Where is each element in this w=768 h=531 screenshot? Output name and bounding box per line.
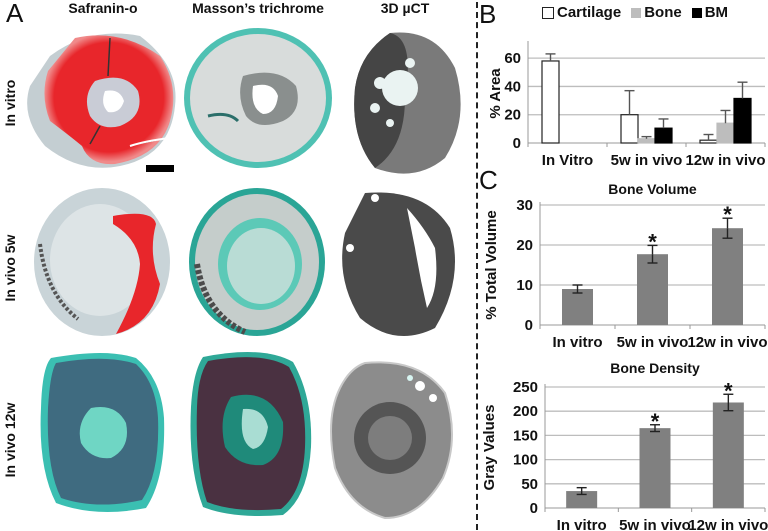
bar — [562, 289, 593, 325]
bar-bm — [654, 127, 673, 144]
significance-marker: * — [723, 202, 732, 227]
x-tick-label: In vitro — [552, 334, 602, 351]
panel-b-letter: B — [479, 0, 497, 29]
panel-divider — [476, 2, 478, 530]
column-title-safranin: Safranin-o — [68, 0, 138, 16]
specimen-in-vitro-safranin — [27, 33, 176, 168]
row-label-in-vivo-5w: In vivo 5w — [2, 234, 18, 302]
scale-bar — [146, 165, 174, 172]
bar — [566, 491, 598, 508]
bar-cartilage — [541, 60, 560, 144]
y-tick-label: 30 — [516, 197, 533, 214]
specimen-in-vivo-5w-microct — [342, 192, 455, 336]
specimen-in-vivo-5w-safranin — [34, 188, 170, 336]
specimen-in-vivo-12w-microct — [330, 361, 453, 520]
specimen-in-vitro-microct — [354, 32, 461, 174]
chart-c-bone-volume: Bone Volume 0 10 20 30 % Total Volume In vitro… — [483, 181, 768, 351]
y-axis-label: % Total Volume — [483, 210, 500, 319]
x-tick-label: 12w in vivo — [687, 334, 767, 351]
legend-swatch-bone — [631, 7, 642, 18]
column-title-masson: Masson’s trichrome — [192, 0, 324, 16]
chart-c-bone-density: Bone Density 0 50 100 150 200 250 Gray Values In… — [481, 360, 768, 531]
y-tick-label: 0 — [525, 317, 533, 334]
specimen-in-vivo-12w-masson — [190, 352, 312, 516]
x-tick-label: 5w in vivo — [611, 152, 683, 169]
y-tick-label: 60 — [504, 50, 521, 67]
x-tick-label: 5w in vivo — [619, 517, 691, 531]
legend-label-bone: Bone — [644, 4, 682, 21]
chart-title: Bone Volume — [608, 181, 697, 197]
y-axis-label: Gray Values — [481, 405, 498, 491]
y-tick-label: 20 — [516, 237, 533, 254]
row-label-in-vivo-12w: In vivo 12w — [2, 402, 18, 478]
bar — [712, 402, 744, 508]
x-tick-label: 12w in vivo — [688, 517, 768, 531]
x-tick-label: 12w in vivo — [685, 152, 765, 169]
bar-bone — [637, 138, 656, 144]
legend-swatch-bm — [691, 7, 702, 18]
bar — [639, 428, 671, 508]
chart-b: 0 20 40 60% Area In Vitro 5w in vivo 12w in vi… — [487, 41, 766, 169]
y-tick-label: 200 — [513, 403, 538, 420]
specimen-in-vitro-masson — [184, 28, 332, 168]
y-axis-label: % Area — [487, 68, 504, 119]
legend-label-bm: BM — [704, 4, 729, 21]
panel-c-letter: C — [479, 165, 498, 195]
significance-marker: * — [724, 378, 733, 403]
legend-label-cartilage: Cartilage — [557, 4, 622, 21]
legend-swatch-cartilage — [542, 6, 554, 19]
bar-bone — [716, 122, 735, 144]
column-title-microct: 3D µCT — [380, 0, 430, 16]
bar-bm — [733, 97, 752, 144]
legend-item-bone: Bone — [631, 4, 682, 21]
chart-b-legend: Cartilage Bone BM — [542, 4, 728, 21]
y-tick-label: 20 — [504, 107, 521, 124]
x-tick-label: In vitro — [557, 517, 607, 531]
x-tick-label: 5w in vivo — [617, 334, 689, 351]
bar — [637, 254, 668, 325]
specimen-in-vivo-5w-masson — [189, 188, 325, 336]
row-label-in-vitro: In vitro — [2, 79, 18, 127]
y-tick-label: 40 — [504, 78, 521, 95]
significance-marker: * — [648, 229, 657, 254]
y-tick-label: 0 — [513, 135, 521, 152]
panel-a-letter: A — [6, 0, 24, 28]
bar — [712, 228, 743, 325]
chart-title: Bone Density — [610, 360, 700, 376]
y-tick-label: 50 — [521, 476, 538, 493]
legend-item-cartilage: Cartilage — [542, 4, 621, 21]
bar-cartilage — [699, 139, 718, 144]
specimen-in-vivo-12w-safranin — [40, 353, 165, 512]
y-tick-label: 0 — [530, 500, 538, 517]
y-tick-label: 100 — [513, 452, 538, 469]
bar-cartilage — [620, 114, 639, 144]
y-tick-label: 250 — [513, 379, 538, 396]
legend-item-bm: BM — [691, 4, 729, 21]
y-tick-label: 150 — [513, 427, 538, 444]
x-tick-label: In Vitro — [542, 152, 593, 169]
y-tick-label: 10 — [516, 277, 533, 294]
significance-marker: * — [651, 409, 660, 434]
